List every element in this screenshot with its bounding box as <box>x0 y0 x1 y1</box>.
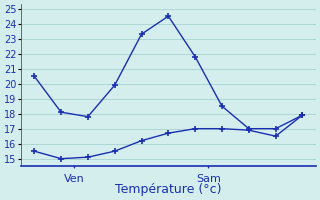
X-axis label: Température (°c): Température (°c) <box>115 183 221 196</box>
Text: Sam: Sam <box>196 174 221 184</box>
Text: Ven: Ven <box>64 174 85 184</box>
